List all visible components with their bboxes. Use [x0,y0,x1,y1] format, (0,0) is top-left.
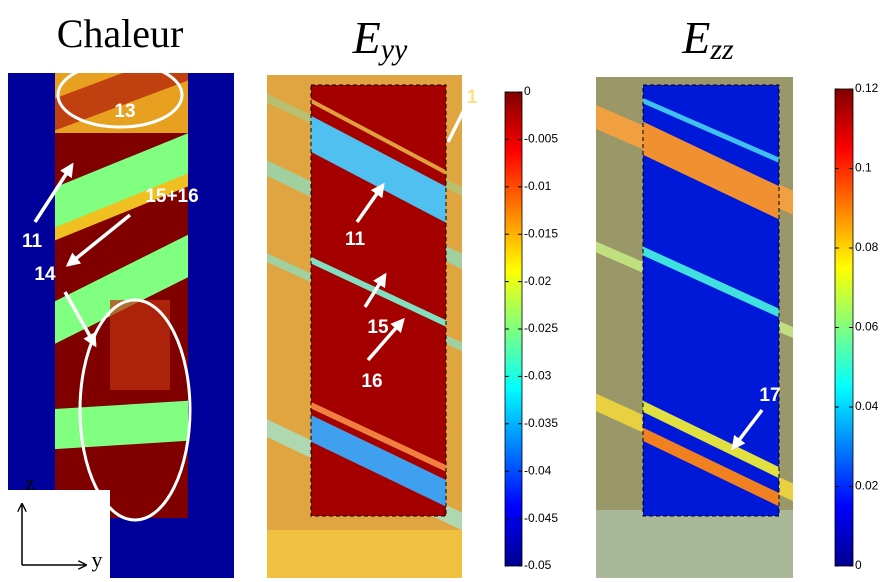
colorbar-tick-label: 0.06 [855,320,879,334]
panel-title: Eyy [352,12,408,66]
colorbar-tick-label: 0.08 [855,240,879,254]
annotation: 1 [467,87,478,108]
annotation: 16 [361,371,382,392]
colorbar-tick-label: -0.03 [524,369,552,383]
annotation: 14 [34,264,56,285]
colorbar-tick-label: -0.02 [524,274,552,288]
colorbar-tick-label: 0 [524,84,531,98]
colorbar-tick-label: -0.015 [524,226,558,240]
annotation: 11 [345,229,366,250]
colorbar-tick-label: -0.005 [524,132,558,146]
annotation: 15+16 [145,186,198,207]
colorbar-tick-label: -0.01 [524,179,552,193]
colorbar-tick-label: 0.02 [855,479,879,493]
heat-map: 13 11 15+16 14 [8,61,234,578]
colorbar-tick-label: -0.05 [524,558,552,572]
panel-title: Ezz [681,12,734,66]
panel-title: Chaleur [57,11,184,56]
strain-map: 17 [596,77,793,578]
strain-map: 1 11 15 16 [267,75,478,578]
colorbar-tick-label: 0.04 [855,399,879,413]
colorbar-tick-label: 0 [855,558,862,572]
axis-label: y [92,547,103,572]
annotation: 13 [114,101,135,122]
colorbar-tick-label: 0.12 [855,81,879,95]
colorbar-tick-label: -0.035 [524,416,558,430]
colorbar-tick-label: -0.045 [524,511,558,525]
colorbar-tick-label: -0.025 [524,321,558,335]
annotation: 11 [22,231,43,252]
axis-label: z [25,470,35,495]
annotation: 17 [759,385,780,406]
colorbar-tick-label: 0.1 [855,161,872,175]
annotation: 15 [367,317,389,338]
colorbar-tick-label: -0.04 [524,463,552,477]
